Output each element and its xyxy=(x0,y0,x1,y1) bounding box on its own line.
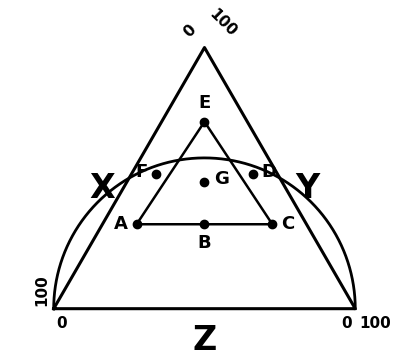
Text: 0: 0 xyxy=(180,22,198,40)
Text: B: B xyxy=(197,234,211,252)
Text: F: F xyxy=(135,163,147,181)
Text: 100: 100 xyxy=(34,275,49,307)
Text: C: C xyxy=(280,215,293,233)
Text: 0: 0 xyxy=(341,316,351,331)
Text: Y: Y xyxy=(294,172,318,205)
Text: A: A xyxy=(114,215,128,233)
Text: G: G xyxy=(213,170,229,188)
Text: 100: 100 xyxy=(205,7,238,40)
Text: 0: 0 xyxy=(56,316,67,331)
Text: Z: Z xyxy=(192,324,216,357)
Text: E: E xyxy=(198,94,210,112)
Text: D: D xyxy=(261,163,276,181)
Text: 100: 100 xyxy=(359,316,391,331)
Text: X: X xyxy=(89,172,115,205)
